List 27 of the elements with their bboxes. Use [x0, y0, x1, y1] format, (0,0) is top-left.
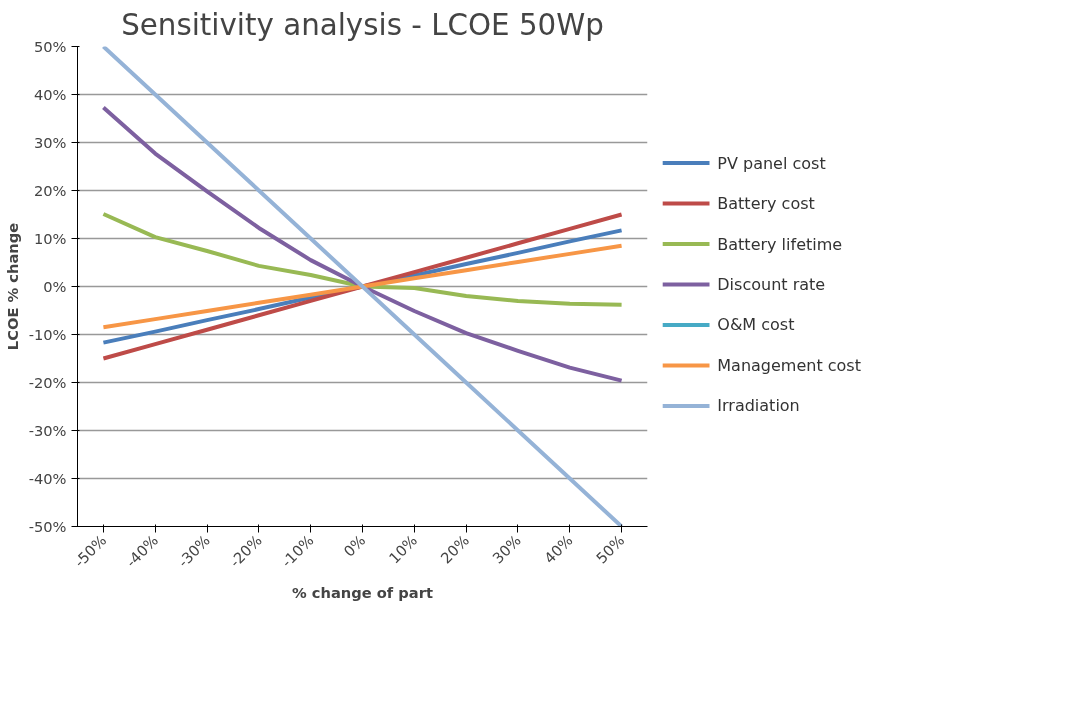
x-axis-title: % change of part [292, 584, 433, 602]
y-tick-label: -30% [28, 422, 67, 439]
y-tick-label: 20% [33, 182, 67, 199]
legend-label: Irradiation [717, 396, 800, 416]
y-tick-label: 10% [33, 230, 67, 247]
y-tick-label: 50% [33, 38, 67, 55]
y-tick-label: -50% [28, 518, 67, 535]
y-tick-label: 30% [33, 134, 67, 151]
y-tick-label: -10% [28, 326, 67, 343]
line-series [101, 212, 624, 361]
chart-title: Sensitivity analysis - LCOE 50Wp [121, 7, 604, 42]
line-series [101, 46, 624, 527]
legend-label: PV panel cost [717, 153, 826, 173]
line-series [101, 243, 624, 330]
legend-label: Management cost [717, 355, 861, 375]
legend-label: O&M cost [717, 315, 795, 335]
x-tick-label: 0% [340, 531, 369, 560]
y-tick-label: -40% [28, 470, 67, 487]
line-series [101, 105, 624, 383]
legend-label: Discount rate [717, 275, 826, 294]
y-axis-title: LCOE % change [3, 222, 21, 351]
line-series [101, 212, 624, 307]
y-tick-label: -20% [28, 374, 67, 391]
y-tick-label: 0% [43, 278, 67, 295]
y-tick-label: 40% [33, 86, 67, 103]
legend-label: Battery lifetime [717, 234, 843, 254]
legend-label: Battery cost [717, 194, 815, 214]
